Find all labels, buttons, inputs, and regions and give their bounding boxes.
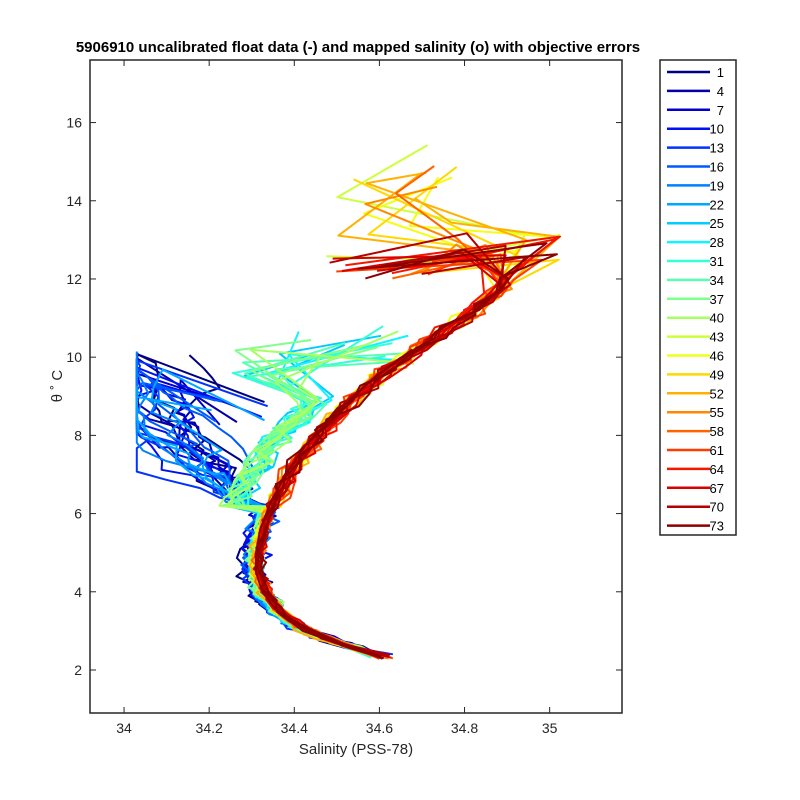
legend-label-34: 34 — [710, 273, 724, 288]
y-tick-label: 12 — [66, 271, 82, 287]
chart-title: 5906910 uncalibrated float data (-) and … — [76, 39, 640, 56]
legend-label-73: 73 — [710, 519, 724, 534]
legend-label-46: 46 — [710, 349, 724, 364]
legend-label-49: 49 — [710, 367, 724, 382]
y-tick-label: 4 — [74, 584, 82, 600]
x-axis: 34 34.2 34.4 34.6 34.8 35 — [116, 60, 558, 736]
legend-label-19: 19 — [710, 178, 724, 193]
profile-line-73 — [255, 248, 510, 656]
legend-label-4: 4 — [717, 84, 724, 99]
x-tick-label: 34.2 — [196, 720, 223, 736]
legend-label-52: 52 — [710, 386, 724, 401]
legend-label-13: 13 — [710, 141, 724, 156]
x-axis-label: Salinity (PSS-78) — [299, 741, 413, 758]
legend-label-22: 22 — [710, 197, 724, 212]
profile-line-70 — [252, 232, 512, 656]
legend-label-70: 70 — [710, 500, 724, 515]
y-tick-label: 10 — [66, 349, 82, 365]
y-axis: 2 4 6 8 10 12 14 16 — [66, 115, 622, 678]
legend-label-25: 25 — [710, 216, 724, 231]
y-tick-label: 2 — [74, 662, 82, 678]
legend-label-58: 58 — [710, 424, 724, 439]
legend-label-61: 61 — [710, 443, 724, 458]
x-tick-label: 34.4 — [281, 720, 308, 736]
legend-label-55: 55 — [710, 405, 724, 420]
mapped-salinity-line — [255, 348, 413, 660]
legend-label-16: 16 — [710, 160, 724, 175]
legend-label-7: 7 — [717, 103, 724, 118]
profile-line-64 — [254, 235, 561, 657]
legend-label-64: 64 — [710, 462, 724, 477]
x-tick-label: 34.6 — [366, 720, 393, 736]
legend-label-40: 40 — [710, 311, 724, 326]
x-tick-label: 35 — [542, 720, 558, 736]
profile-line-43 — [247, 234, 561, 658]
legend-label-67: 67 — [710, 481, 724, 496]
legend-label-10: 10 — [710, 122, 724, 137]
x-tick-label: 34 — [116, 720, 132, 736]
legend-label-31: 31 — [710, 254, 724, 269]
profile-line-37 — [234, 339, 375, 655]
y-tick-label: 16 — [66, 115, 82, 131]
y-tick-label: 6 — [74, 506, 82, 522]
legend: 1 4 7 10 13 16 19 22 25 28 31 34 37 40 43 46 49 52 55 58 61 6… — [659, 59, 737, 536]
legend-label-1: 1 — [717, 65, 724, 80]
y-axis-label: θ ˚ C — [49, 370, 66, 403]
legend-label-28: 28 — [710, 235, 724, 250]
legend-label-37: 37 — [710, 292, 724, 307]
x-tick-label: 34.8 — [451, 720, 478, 736]
data-layer — [135, 144, 561, 660]
y-tick-label: 14 — [66, 193, 82, 209]
plot-frame — [89, 59, 623, 714]
legend-box — [659, 59, 737, 536]
legend-label-43: 43 — [710, 330, 724, 345]
y-tick-label: 8 — [74, 427, 82, 443]
